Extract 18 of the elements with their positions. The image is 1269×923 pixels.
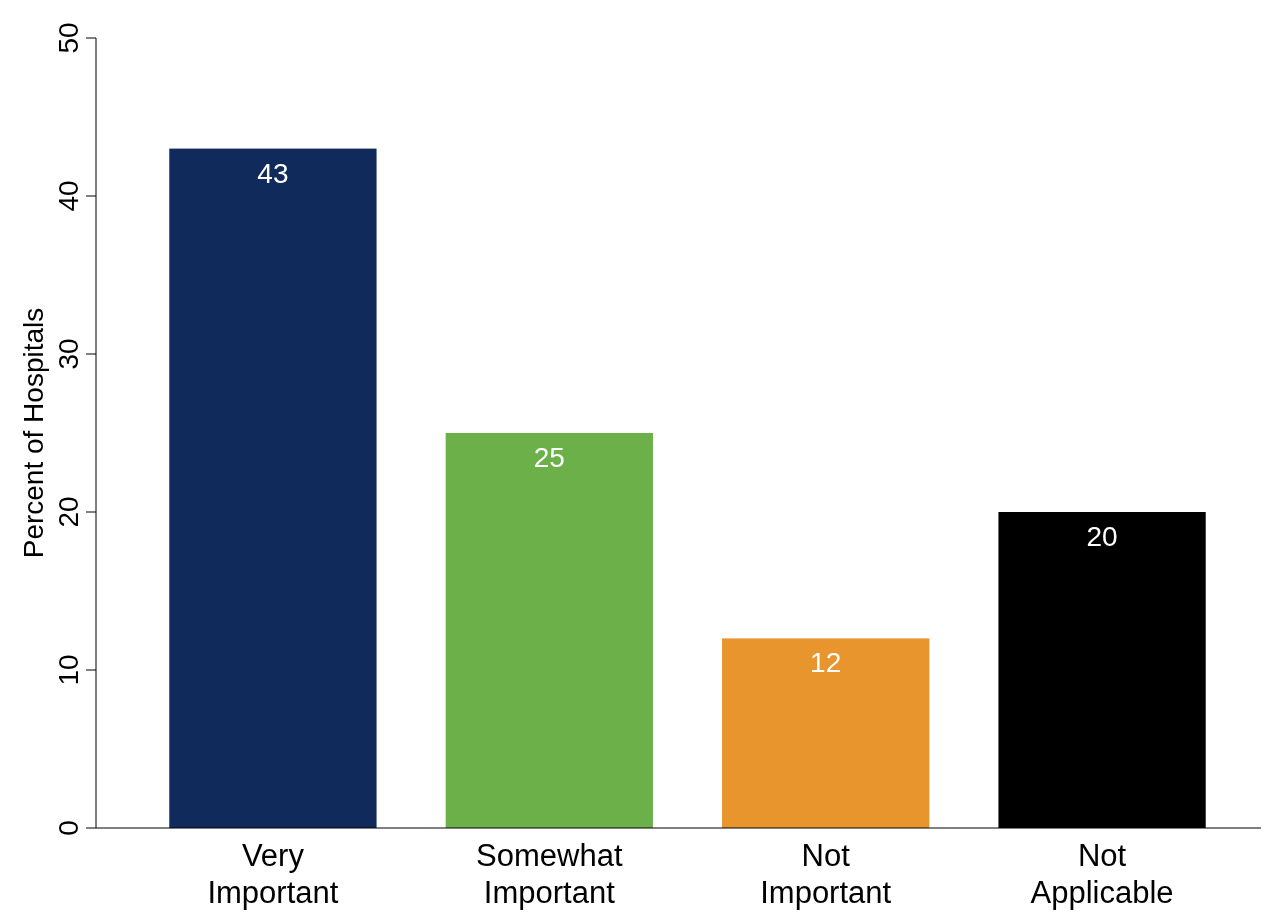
- y-tick-label: 40: [53, 180, 84, 212]
- y-tick-label: 10: [53, 654, 84, 686]
- x-tick-label: Very Important: [207, 838, 339, 910]
- x-tick-label: Not Applicable: [1030, 838, 1174, 910]
- y-tick-label: 20: [53, 496, 84, 528]
- data-label: 43: [257, 157, 289, 189]
- data-label: 20: [1086, 521, 1118, 552]
- x-tick-label: Not Important: [760, 838, 892, 910]
- data-label: 12: [810, 647, 842, 679]
- y-tick-label: 0: [53, 820, 84, 836]
- bar: [169, 148, 377, 828]
- y-tick-label: 30: [53, 338, 84, 370]
- y-axis-title: Percent of Hospitals: [18, 307, 49, 559]
- bar: [445, 433, 653, 828]
- bar: [722, 638, 930, 828]
- y-tick-label: 50: [53, 22, 84, 54]
- data-label: 25: [533, 442, 565, 473]
- x-tick-label: Somewhat Important: [476, 838, 623, 910]
